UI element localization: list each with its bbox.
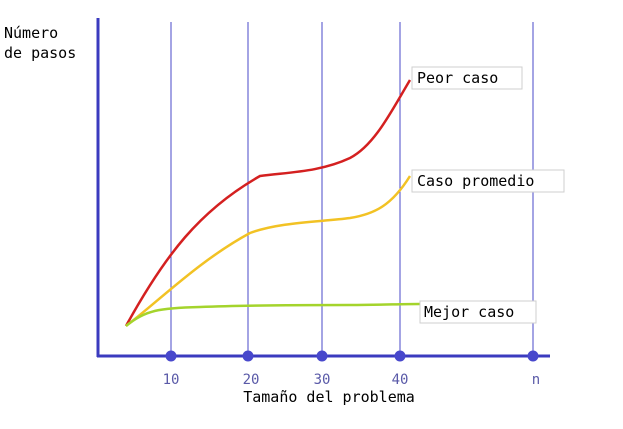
x-tick-labels: 10 20 30 40 n [163, 372, 541, 388]
series-label-mejor-caso: Mejor caso [424, 303, 514, 321]
label-box-peor-caso [411, 66, 523, 90]
x-tick-markers [165, 350, 539, 362]
series-label-peor-caso: Peor caso [417, 69, 498, 87]
tick-marker-10 [165, 350, 177, 362]
tick-marker-n [527, 350, 539, 362]
tick-label-n: n [532, 372, 540, 388]
tick-label-20: 20 [243, 372, 260, 388]
tick-label-40: 40 [392, 372, 409, 388]
series-line-mejor-caso [125, 302, 421, 327]
label-box-caso-promedio [411, 169, 565, 193]
series-line-peor-caso [124, 79, 412, 327]
tick-marker-30 [316, 350, 328, 362]
x-axis-label: Tamaño del problema [243, 388, 415, 406]
label-box-mejor-caso [419, 300, 537, 324]
tick-marker-40 [394, 350, 406, 362]
y-axis-label-line-2: de pasos [4, 44, 76, 62]
series-line-caso-promedio [125, 175, 412, 327]
tick-label-10: 10 [163, 372, 180, 388]
tick-label-30: 30 [314, 372, 331, 388]
tick-marker-20 [242, 350, 254, 362]
y-axis-label-line-1: Número [4, 24, 58, 42]
series-label-caso-promedio: Caso promedio [417, 172, 534, 190]
